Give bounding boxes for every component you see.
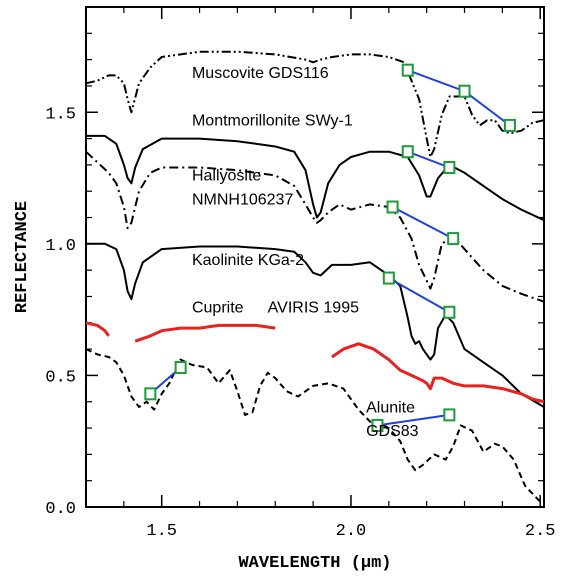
x-tick-label: 2.0: [336, 522, 367, 541]
y-tick-label: 0.0: [45, 500, 76, 519]
continuum-line-kaolinite: [388, 277, 450, 314]
continuum-marker-muscovite: [458, 84, 471, 98]
continuum-marker-montmorillonite: [401, 145, 414, 159]
series-line-cuprite: [85, 321, 110, 337]
continuum-marker-alunite: [371, 418, 384, 432]
series-label-alunite: Alunite: [366, 399, 415, 416]
series-line-cuprite: [331, 342, 545, 404]
plot-frame: [85, 6, 545, 508]
y-axis-label: REFLECTANCE: [13, 201, 32, 313]
series-label-hallyosite: NMNH106237: [192, 191, 293, 208]
continuum-marker-muscovite: [401, 63, 414, 77]
continuum-marker-alunite: [443, 408, 456, 422]
series-label-hallyosite: Hallyosite: [192, 168, 261, 185]
y-tick-label: 1.5: [45, 105, 76, 124]
y-tick-label: 0.5: [45, 368, 76, 387]
continuum-marker-alunite: [144, 387, 157, 401]
series-label-kaolinite: Kaolinite KGa-2: [192, 252, 304, 269]
series-label-muscovite: Muscovite GDS116: [192, 65, 329, 82]
continuum-marker-muscovite: [503, 118, 516, 132]
series-label-cuprite: AVIRIS 1995: [268, 299, 359, 316]
continuum-marker-kaolinite: [443, 305, 456, 319]
series-line-muscovite: [85, 50, 545, 158]
continuum-marker-kaolinite: [382, 271, 395, 285]
x-tick-label: 2.5: [525, 522, 556, 541]
series-line-montmorillonite: [86, 134, 545, 222]
continuum-line-montmorillonite: [407, 150, 450, 169]
continuum-marker-hallyosite: [447, 232, 460, 246]
continuum-layer: [144, 63, 516, 432]
continuum-line-hallyosite: [392, 206, 454, 240]
series-line-alunite: [85, 348, 541, 503]
series-label-cuprite: Cuprite: [192, 299, 244, 316]
series-labels-layer: Muscovite GDS116 Montmorillonite SWy-1 Hal…: [192, 65, 419, 440]
series-line-kaolinite: [86, 242, 545, 408]
axis-ticks: [86, 7, 544, 508]
series-label-alunite: GDS83: [366, 423, 419, 440]
continuum-line-alunite: [377, 413, 450, 427]
tick-labels-layer: 1.5 2.0 2.5 0.0 0.5 1.0 1.5: [45, 105, 555, 541]
continuum-marker-alunite: [174, 361, 187, 375]
series-label-montmorillonite: Montmorillonite SWy-1: [192, 112, 353, 129]
series-line-hallyosite: [85, 150, 545, 303]
y-tick-label: 1.0: [45, 237, 76, 256]
continuum-marker-hallyosite: [386, 200, 399, 214]
x-tick-label: 1.5: [146, 522, 177, 541]
series-line-cuprite: [134, 323, 276, 343]
x-axis-label: WAVELENGTH (μm): [238, 554, 391, 573]
continuum-marker-montmorillonite: [443, 161, 456, 175]
